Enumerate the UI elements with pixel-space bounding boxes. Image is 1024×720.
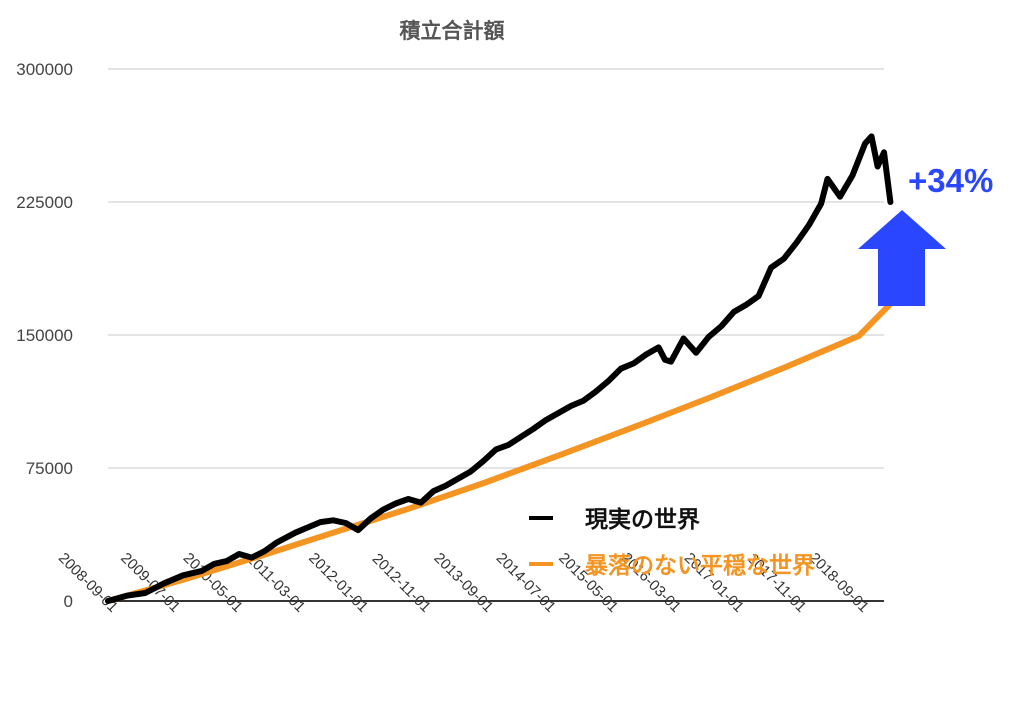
series-lines	[105, 133, 894, 604]
y-tick-label: 75000	[26, 459, 73, 478]
x-tick-label: 2013-09-01	[430, 550, 496, 616]
x-tick-label: 2012-11-01	[369, 550, 434, 615]
chart-title: 積立合計額	[400, 19, 505, 43]
y-tick-label: 300000	[16, 60, 73, 79]
series-line-real-world	[105, 133, 894, 604]
x-tick-label: 2010-05-01	[180, 550, 246, 616]
y-tick-label: 150000	[16, 326, 73, 345]
percent-annotation: +34%	[908, 162, 993, 199]
x-tick-label: 2014-07-01	[493, 550, 559, 616]
y-tick-label: 225000	[16, 193, 73, 212]
y-axis-ticks: 0 75000 150000 225000 300000	[16, 60, 73, 611]
legend-label-calm: 暴落のない平穏な世界	[585, 553, 815, 579]
x-tick-label: 2012-01-01	[305, 550, 371, 616]
legend-label-real: 現実の世界	[585, 506, 700, 533]
series-line-calm-world	[105, 301, 894, 604]
increase-arrow-icon	[858, 210, 946, 306]
gridlines	[108, 68, 884, 469]
y-tick-label: 0	[64, 592, 73, 611]
legend: 現実の世界 暴落のない平穏な世界	[529, 506, 815, 579]
x-tick-label: 2018-09-01	[806, 550, 872, 616]
